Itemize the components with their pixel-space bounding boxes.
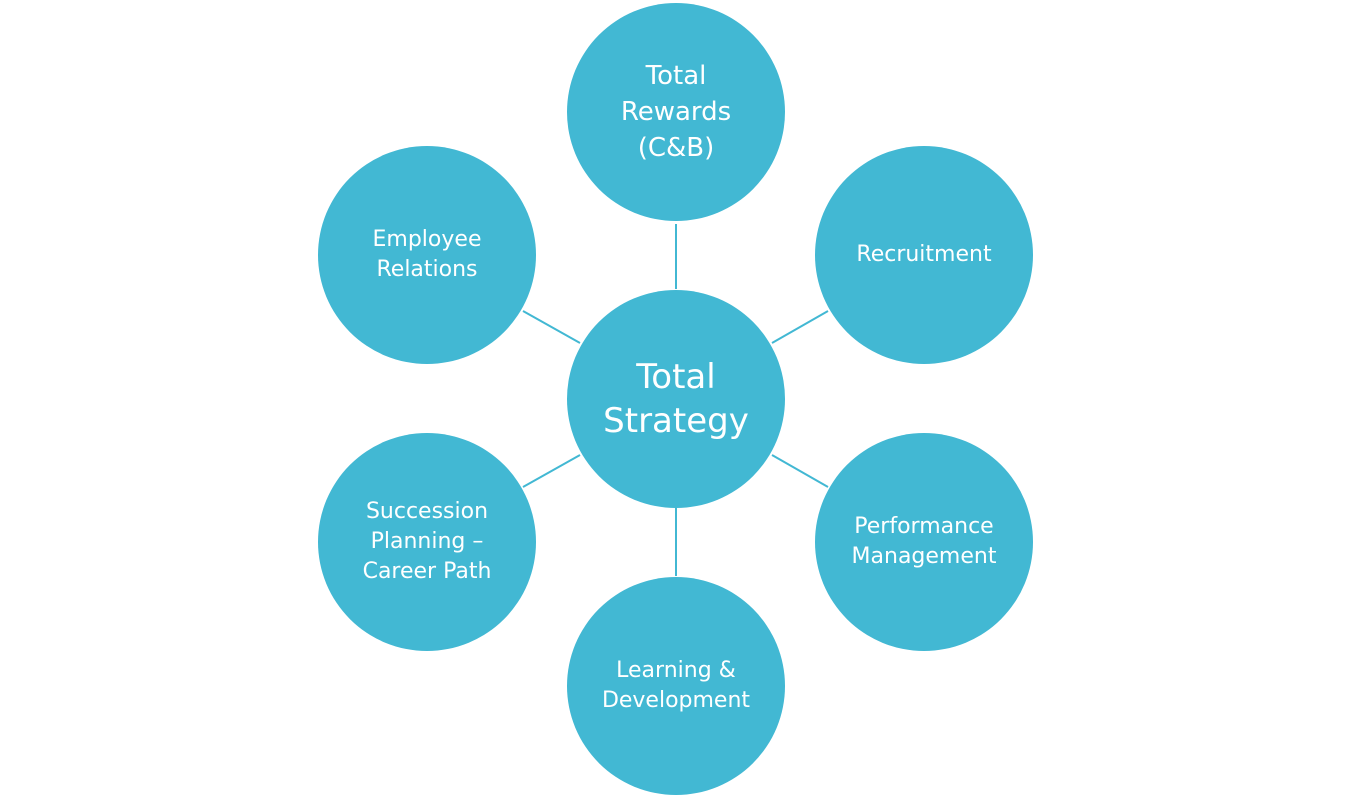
node-recruitment: Recruitment: [815, 146, 1033, 364]
connector-performance-management: [771, 454, 829, 488]
center-node-total-strategy: Total Strategy: [567, 290, 785, 508]
node-learning-development-label: Learning & Development: [601, 658, 751, 713]
connector-employee-relations: [522, 310, 581, 344]
node-employee-relations-label: Employee Relations: [372, 227, 482, 282]
node-total-rewards-label: Total Rewards (C&B): [620, 61, 732, 163]
node-succession-planning: Succession Planning – Career Path: [318, 433, 536, 651]
node-performance-management-label: Performance Management: [851, 514, 997, 569]
connector-recruitment: [771, 310, 829, 344]
node-employee-relations: Employee Relations: [318, 146, 536, 364]
node-learning-development: Learning & Development: [567, 577, 785, 795]
node-total-rewards: Total Rewards (C&B): [567, 3, 785, 221]
node-performance-management: Performance Management: [815, 433, 1033, 651]
center-node-label: Total Strategy: [603, 357, 749, 441]
connector-succession-planning: [522, 454, 581, 488]
node-succession-planning-label: Succession Planning – Career Path: [362, 499, 492, 584]
node-recruitment-label: Recruitment: [856, 242, 992, 267]
